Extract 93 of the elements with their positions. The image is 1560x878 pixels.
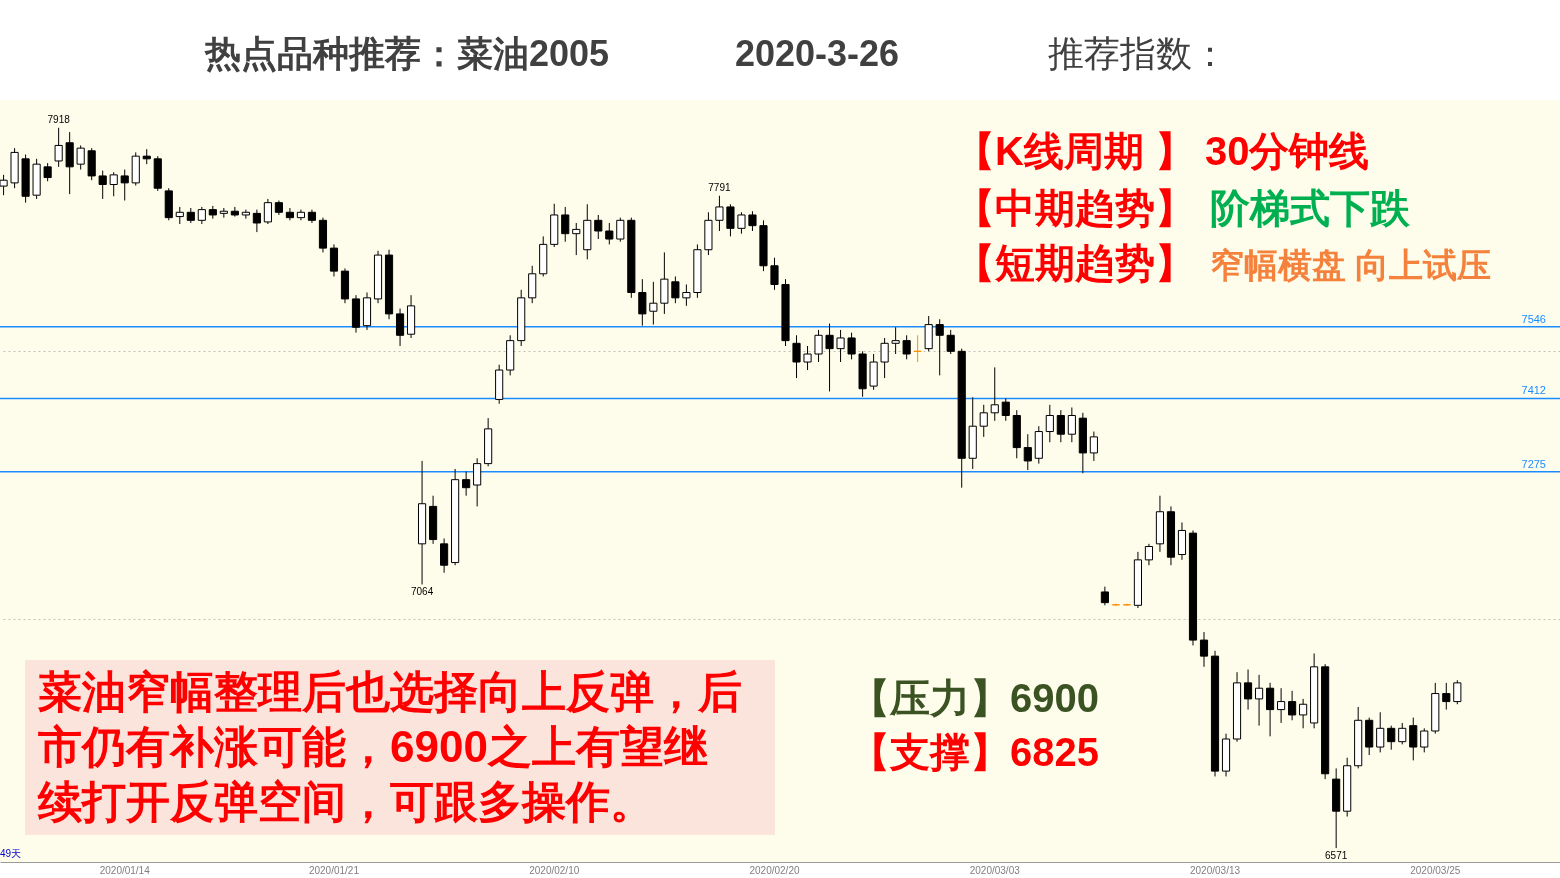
candlestick bbox=[1144, 543, 1154, 566]
annotation: 【中期趋势】 bbox=[955, 186, 1195, 230]
candlestick bbox=[572, 222, 581, 256]
candlestick bbox=[561, 206, 570, 243]
candlestick bbox=[726, 203, 735, 237]
candlestick bbox=[1277, 687, 1286, 724]
candlestick bbox=[737, 211, 746, 235]
candlestick bbox=[1001, 397, 1010, 422]
candlestick bbox=[241, 209, 250, 220]
candlestick bbox=[1288, 690, 1297, 721]
candlestick bbox=[120, 169, 129, 202]
x-tick-label: 2020/01/14 bbox=[99, 864, 151, 876]
candlestick bbox=[76, 144, 85, 171]
x-tick-label: 2020/03/13 bbox=[1189, 864, 1241, 876]
candlestick bbox=[230, 206, 239, 218]
annotation: 【短期趋势】 bbox=[955, 241, 1195, 285]
candlestick bbox=[770, 257, 779, 291]
candlestick bbox=[1409, 717, 1418, 761]
ref-line-label: 7412 bbox=[1521, 384, 1546, 397]
candlestick bbox=[836, 329, 845, 363]
candlestick bbox=[946, 329, 955, 355]
candlestick bbox=[825, 323, 834, 392]
candlestick bbox=[1089, 431, 1098, 462]
candlestick bbox=[1023, 433, 1032, 471]
candlestick bbox=[1045, 404, 1054, 443]
text: 2020-3-26 bbox=[735, 33, 900, 74]
candlestick bbox=[979, 404, 988, 438]
annotation: 【压力】6900 bbox=[850, 676, 1099, 720]
candlestick bbox=[98, 170, 107, 200]
candlestick bbox=[748, 210, 757, 232]
candlestick bbox=[473, 457, 482, 507]
candlestick bbox=[891, 326, 900, 355]
ref-line-label: 7275 bbox=[1521, 457, 1546, 470]
candlestick bbox=[990, 366, 999, 422]
candlestick bbox=[880, 337, 889, 379]
candlestick bbox=[935, 318, 944, 376]
annotation: 6571 bbox=[1325, 850, 1348, 862]
candlestick bbox=[440, 537, 449, 574]
candlestick bbox=[1100, 586, 1109, 606]
candlestick bbox=[616, 217, 625, 243]
annotation: 窄幅横盘 向上试压 bbox=[1210, 246, 1492, 284]
ref-line-label: 7546 bbox=[1521, 312, 1546, 325]
candlestick bbox=[1398, 722, 1407, 745]
candlestick bbox=[43, 162, 52, 182]
candlestick bbox=[0, 174, 8, 196]
annotation: 7918 bbox=[47, 113, 71, 125]
candlestick bbox=[54, 127, 63, 168]
annotation: 7791 bbox=[708, 181, 731, 193]
x-tick-label: 2020/02/10 bbox=[529, 864, 580, 876]
candlestick bbox=[109, 171, 118, 197]
candlestick bbox=[285, 207, 294, 221]
candlestick bbox=[1056, 409, 1065, 443]
candlestick bbox=[649, 281, 658, 326]
x-tick-label: 2020/03/25 bbox=[1410, 864, 1461, 876]
annotation: 7064 bbox=[410, 586, 434, 598]
candlestick bbox=[1442, 682, 1451, 711]
candlestick bbox=[329, 243, 339, 277]
x-tick-label: 2020/02/20 bbox=[749, 864, 800, 876]
candlestick bbox=[1376, 711, 1385, 753]
annotation: 【支撑】6825 bbox=[850, 730, 1099, 774]
chart-title: 热点品种推荐：菜油2005 bbox=[204, 33, 610, 74]
annotation: 30分钟线 bbox=[1205, 129, 1370, 173]
candlestick bbox=[1387, 725, 1396, 751]
annotation: 菜油窄幅整理后也选择向上反弹，后市仍有补涨可能，6900之上有望继续打开反弹空间，可跟多操作。 bbox=[37, 667, 742, 826]
candlestick bbox=[682, 283, 691, 307]
candlestick bbox=[252, 209, 261, 233]
annotation: 阶梯式下跌 bbox=[1210, 186, 1411, 230]
candlestick bbox=[715, 195, 724, 232]
candlestick bbox=[803, 345, 812, 371]
candlestick bbox=[902, 334, 911, 360]
candlestick bbox=[1299, 698, 1308, 729]
candlestick bbox=[1266, 682, 1275, 737]
candlestick bbox=[462, 471, 471, 497]
candlestick bbox=[1420, 727, 1429, 753]
annotation: 【K线周期 】 bbox=[955, 129, 1195, 173]
candlestick bbox=[594, 214, 603, 240]
candlestick bbox=[605, 222, 614, 245]
candlestick bbox=[1254, 674, 1264, 727]
candlestick bbox=[792, 334, 801, 379]
candlestick bbox=[638, 278, 647, 327]
candlestick bbox=[263, 198, 272, 225]
candlestick bbox=[814, 329, 823, 363]
candlestick bbox=[1453, 679, 1462, 705]
candlestick bbox=[1199, 631, 1209, 668]
candlestick bbox=[671, 275, 680, 304]
text: 推荐指数： bbox=[1048, 33, 1228, 74]
annotation: 49天 bbox=[0, 848, 22, 859]
candlestick bbox=[395, 308, 405, 347]
candlestick bbox=[847, 332, 856, 360]
x-tick-label: 2020/03/03 bbox=[969, 864, 1021, 876]
candlestick bbox=[1067, 406, 1076, 443]
x-tick-label: 2020/01/21 bbox=[308, 864, 360, 876]
candlestick bbox=[1243, 668, 1253, 711]
